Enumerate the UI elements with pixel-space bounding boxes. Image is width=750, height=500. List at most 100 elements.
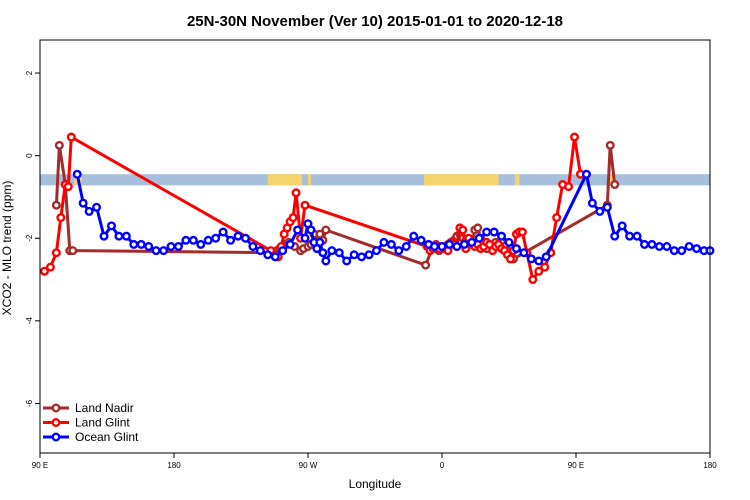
data-point [610, 180, 620, 190]
legend-item-land-nadir: Land Nadir [43, 401, 134, 415]
data-point [564, 182, 574, 192]
data-point [677, 246, 687, 256]
y-tick-label: -6 [25, 399, 34, 407]
data-point [474, 233, 484, 243]
x-tick-label: 90 E [568, 461, 584, 470]
data-point [285, 239, 295, 249]
data-point [497, 231, 507, 241]
data-point [349, 250, 359, 260]
series-layer [39, 132, 715, 285]
data-point [342, 256, 352, 266]
data-point [56, 213, 66, 223]
data-point [129, 239, 139, 249]
data-point [379, 237, 389, 247]
data-point [552, 213, 562, 223]
data-point [78, 198, 88, 208]
data-point [386, 239, 396, 249]
data-point [662, 241, 672, 251]
data-point [482, 227, 492, 237]
data-point [121, 231, 131, 241]
data-point [639, 239, 649, 249]
data-point [587, 198, 597, 208]
legend-label: Land Nadir [75, 401, 134, 415]
y-tick-label: -2 [25, 234, 34, 242]
data-point [394, 246, 404, 256]
data-point [248, 241, 258, 251]
data-point [321, 256, 331, 266]
x-axis: 90 E 180 90 W 0 90 E 180 [32, 453, 717, 470]
legend-item-land-glint: Land Glint [43, 416, 130, 430]
x-tick-label: 0 [440, 461, 445, 470]
data-point [517, 227, 527, 237]
data-point [430, 241, 440, 251]
data-point [203, 235, 213, 245]
data-point [321, 225, 331, 235]
x-tick-label: 90 E [32, 461, 48, 470]
data-point [300, 200, 310, 210]
land-segment [267, 174, 303, 186]
data-point [188, 235, 198, 245]
data-point [581, 169, 591, 179]
data-point [617, 221, 627, 231]
data-point [625, 231, 635, 241]
series-ocean-glint [72, 169, 715, 266]
data-point [692, 244, 702, 254]
x-tick-label: 180 [703, 461, 717, 470]
data-point [444, 239, 454, 249]
data-point [416, 235, 426, 245]
data-point [293, 225, 303, 235]
data-point [654, 241, 664, 251]
series-land-glint [39, 132, 591, 285]
data-point [106, 221, 116, 231]
data-point [68, 246, 78, 256]
x-tick-label: 180 [167, 461, 181, 470]
data-point [541, 252, 551, 262]
data-point [473, 223, 483, 233]
data-point [540, 262, 550, 272]
data-point [437, 241, 447, 251]
x-axis-label: Longitude [349, 477, 402, 491]
data-point [233, 231, 243, 241]
legend-marker [51, 418, 61, 428]
data-point [226, 235, 236, 245]
data-point [595, 206, 605, 216]
y-tick-label: -4 [25, 317, 34, 325]
ocean-band [40, 174, 710, 186]
data-point [288, 213, 298, 223]
data-point [114, 231, 124, 241]
data-point [51, 248, 61, 258]
data-point [84, 206, 94, 216]
y-axis: 2 0 -2 -4 -6 [25, 70, 40, 407]
data-point [334, 248, 344, 258]
data-point [458, 225, 468, 235]
data-point [63, 182, 73, 192]
data-point [519, 248, 529, 258]
data-point [136, 239, 146, 249]
data-point [452, 241, 462, 251]
data-point [371, 246, 381, 256]
data-point [255, 246, 265, 256]
legend-item-ocean-glint: Ocean Glint [43, 430, 139, 444]
data-point [459, 239, 469, 249]
data-point [211, 233, 221, 243]
data-point [72, 169, 82, 179]
data-point [144, 241, 154, 251]
data-point [196, 239, 206, 249]
data-point [610, 231, 620, 241]
data-point [647, 239, 657, 249]
data-point [511, 244, 521, 254]
data-point [684, 241, 694, 251]
data-point [467, 237, 477, 247]
legend-marker [51, 403, 61, 413]
data-point [409, 231, 419, 241]
data-point [364, 250, 374, 260]
data-point [99, 231, 109, 241]
data-point [159, 246, 169, 256]
data-point [181, 235, 191, 245]
data-point [51, 200, 61, 210]
data-point [300, 233, 310, 243]
data-point [270, 252, 280, 262]
legend-label: Land Glint [75, 416, 130, 430]
data-point [318, 248, 328, 258]
